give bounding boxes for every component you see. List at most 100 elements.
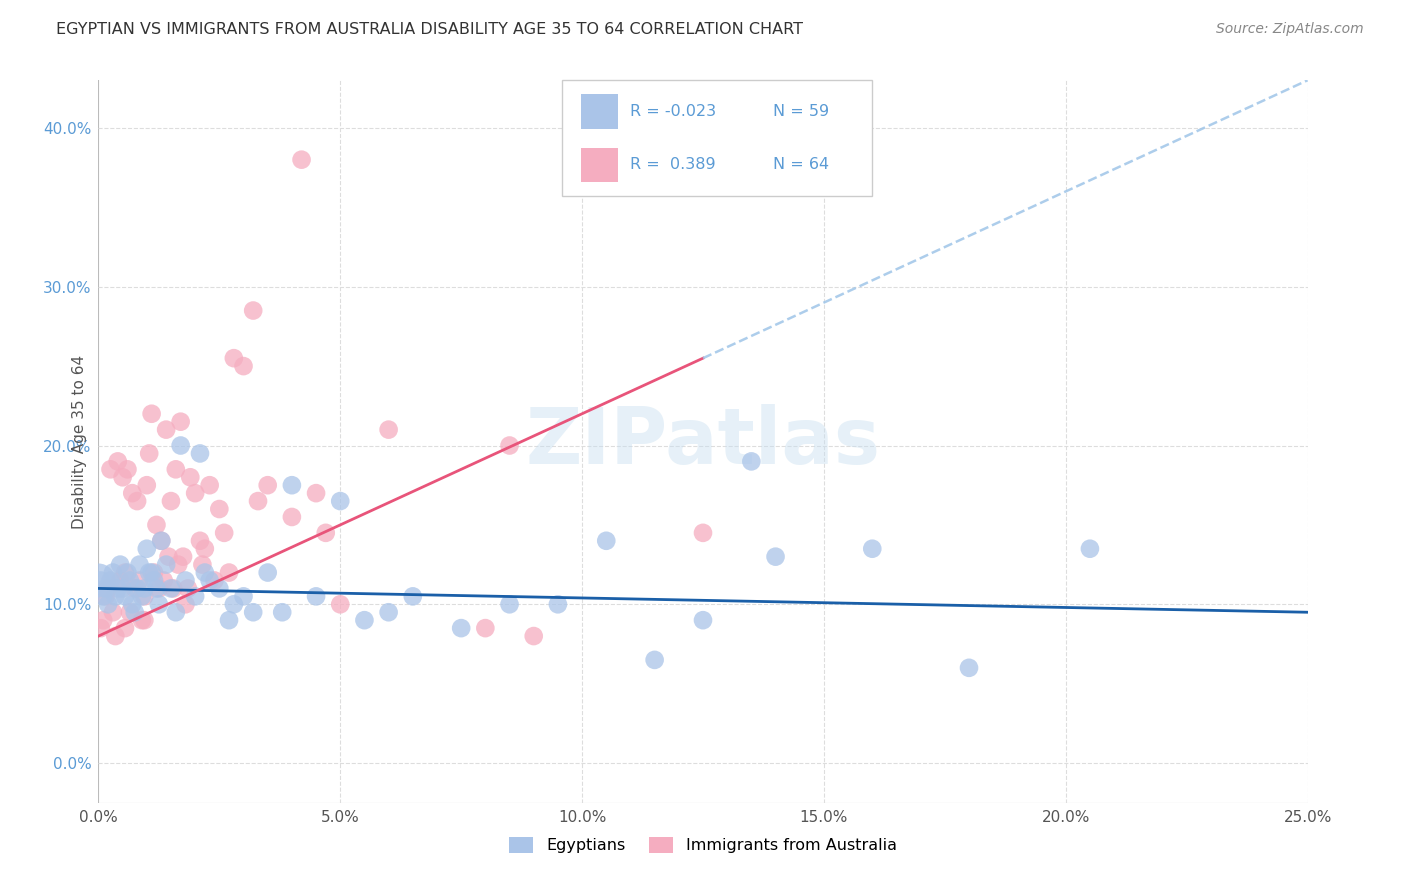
Point (957, 661, 980, 675)
Point (498, 438, 520, 452)
Point (150, 533, 173, 548)
Y-axis label: Disability Age 35 to 64: Disability Age 35 to 64 (72, 354, 87, 529)
Point (194, 541, 217, 556)
Point (107, 454, 129, 468)
Point (242, 303, 264, 318)
Text: EGYPTIAN VS IMMIGRANTS FROM AUSTRALIA DISABILITY AGE 35 TO 64 CORRELATION CHART: EGYPTIAN VS IMMIGRANTS FROM AUSTRALIA DI… (56, 22, 803, 37)
Bar (581, 95, 619, 129)
Point (204, 574, 226, 588)
Point (218, 566, 240, 580)
Point (329, 494, 352, 508)
Point (141, 566, 163, 580)
Point (188, 446, 211, 460)
Point (179, 470, 201, 484)
Point (150, 533, 173, 548)
Point (135, 478, 157, 492)
Point (138, 446, 160, 460)
Point (377, 423, 399, 437)
Point (232, 590, 254, 604)
Point (114, 621, 136, 635)
Legend: Egyptians, Immigrants from Australia: Egyptians, Immigrants from Australia (503, 830, 903, 860)
Point (127, 582, 149, 596)
Point (108, 574, 131, 588)
Text: N = 59: N = 59 (773, 104, 830, 120)
Point (305, 486, 328, 500)
Point (91, 590, 114, 604)
Point (644, 653, 666, 667)
Point (128, 574, 150, 588)
Point (402, 590, 425, 604)
Point (242, 605, 264, 619)
Point (101, 566, 124, 580)
Point (157, 549, 180, 564)
FancyBboxPatch shape (562, 80, 872, 196)
Point (208, 502, 231, 516)
Point (765, 549, 787, 564)
Point (145, 582, 167, 596)
Text: R = -0.023: R = -0.023 (630, 104, 717, 120)
Point (118, 605, 141, 619)
Point (198, 478, 221, 492)
Point (114, 590, 136, 604)
Point (155, 423, 177, 437)
Point (281, 478, 304, 492)
Point (169, 415, 191, 429)
Point (121, 486, 143, 500)
Bar (581, 147, 619, 182)
Point (174, 574, 197, 588)
Point (167, 558, 190, 572)
Point (305, 590, 328, 604)
Point (329, 597, 352, 611)
Point (111, 582, 134, 596)
Point (208, 582, 231, 596)
Point (692, 525, 714, 540)
Point (100, 574, 122, 588)
Point (740, 454, 762, 468)
Point (271, 605, 294, 619)
Point (131, 590, 153, 604)
Point (90, 621, 112, 635)
Point (91, 613, 114, 627)
Point (152, 574, 174, 588)
Point (315, 525, 337, 540)
Point (547, 597, 569, 611)
Point (498, 597, 520, 611)
Point (128, 558, 150, 572)
Point (1078, 541, 1101, 556)
Point (141, 407, 163, 421)
Point (127, 494, 149, 508)
Point (184, 590, 207, 604)
Point (474, 621, 496, 635)
Point (131, 613, 153, 627)
Point (104, 590, 127, 604)
Point (281, 510, 304, 524)
Point (100, 462, 122, 476)
Point (143, 574, 166, 588)
Point (198, 574, 221, 588)
Point (377, 605, 399, 619)
Point (118, 574, 141, 588)
Point (169, 438, 191, 452)
Point (97, 582, 120, 596)
Point (148, 582, 170, 596)
Point (111, 470, 134, 484)
Point (222, 597, 245, 611)
Point (117, 566, 139, 580)
Point (160, 582, 183, 596)
Point (124, 605, 146, 619)
Point (134, 582, 156, 596)
Point (232, 359, 254, 373)
Point (188, 533, 211, 548)
Point (90, 574, 112, 588)
Text: R =  0.389: R = 0.389 (630, 157, 716, 172)
Text: Source: ZipAtlas.com: Source: ZipAtlas.com (1216, 22, 1364, 37)
Point (165, 605, 187, 619)
Point (256, 566, 278, 580)
Point (97, 597, 120, 611)
Point (692, 613, 714, 627)
Point (148, 597, 170, 611)
Point (124, 582, 146, 596)
Point (135, 541, 157, 556)
Point (523, 629, 546, 643)
Point (247, 494, 270, 508)
